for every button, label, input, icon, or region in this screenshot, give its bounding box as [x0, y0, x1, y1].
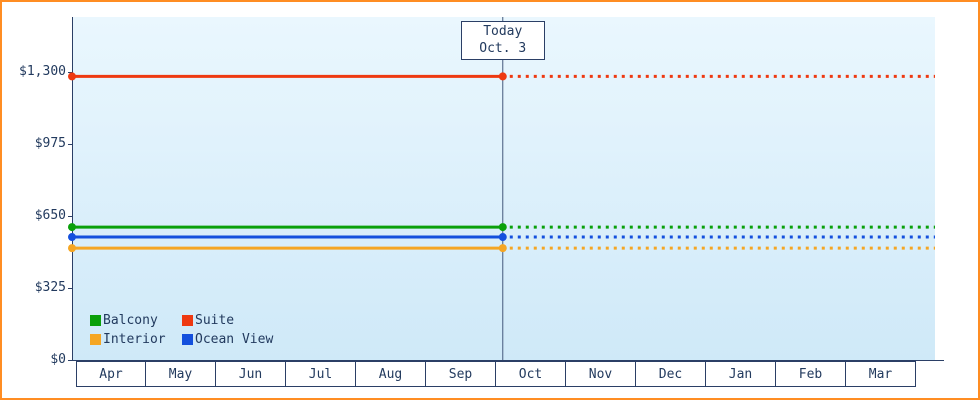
month-cell-feb: Feb: [776, 361, 846, 387]
month-cell-nov: Nov: [566, 361, 636, 387]
y-axis-label: $975: [34, 136, 66, 151]
legend-label: Suite: [195, 313, 235, 328]
series-marker-today-suite: [498, 72, 507, 81]
month-cell-jun: Jun: [216, 361, 286, 387]
series-marker-today-ocean-view: [498, 233, 507, 242]
legend-item-balcony: Balcony: [90, 313, 182, 328]
series-marker-today-interior: [498, 244, 507, 253]
series-marker-start-balcony: [68, 223, 76, 232]
chart-legend: Balcony Suite Interior Ocean View: [90, 313, 273, 347]
y-axis-label: $650: [34, 208, 66, 223]
y-axis-label: $1,300: [19, 64, 66, 79]
series-marker-start-interior: [68, 244, 76, 253]
series-marker-today-balcony: [498, 223, 507, 232]
today-label-line2: Oct. 3: [479, 41, 527, 56]
plot-background: [72, 17, 935, 360]
legend-swatch-icon: [182, 315, 193, 326]
legend-swatch-icon: [182, 334, 193, 345]
series-marker-start-suite: [68, 72, 76, 81]
legend-label: Interior: [103, 332, 166, 347]
today-label-line1: Today: [483, 24, 523, 39]
legend-item-interior: Interior: [90, 332, 182, 347]
series-marker-start-ocean-view: [68, 233, 76, 242]
y-axis-label: $325: [34, 280, 66, 295]
month-cell-apr: Apr: [76, 361, 146, 387]
month-cell-mar: Mar: [846, 361, 916, 387]
x-axis-month-row: Apr May Jun Jul Aug Sep Oct Nov Dec Jan Feb Mar: [76, 361, 916, 387]
month-cell-aug: Aug: [356, 361, 426, 387]
month-cell-may: May: [146, 361, 216, 387]
legend-label: Ocean View: [195, 332, 274, 347]
month-cell-oct: Oct: [496, 361, 566, 387]
legend-swatch-icon: [90, 315, 101, 326]
month-cell-jan: Jan: [706, 361, 776, 387]
today-marker-label: Today Oct. 3: [460, 21, 545, 60]
month-cell-sep: Sep: [426, 361, 496, 387]
legend-swatch-icon: [90, 334, 101, 345]
legend-label: Balcony: [103, 313, 158, 328]
y-axis-label: $0: [50, 352, 66, 367]
month-cell-jul: Jul: [286, 361, 356, 387]
legend-item-suite: Suite: [182, 313, 273, 328]
legend-item-ocean-view: Ocean View: [182, 332, 273, 347]
month-cell-dec: Dec: [636, 361, 706, 387]
